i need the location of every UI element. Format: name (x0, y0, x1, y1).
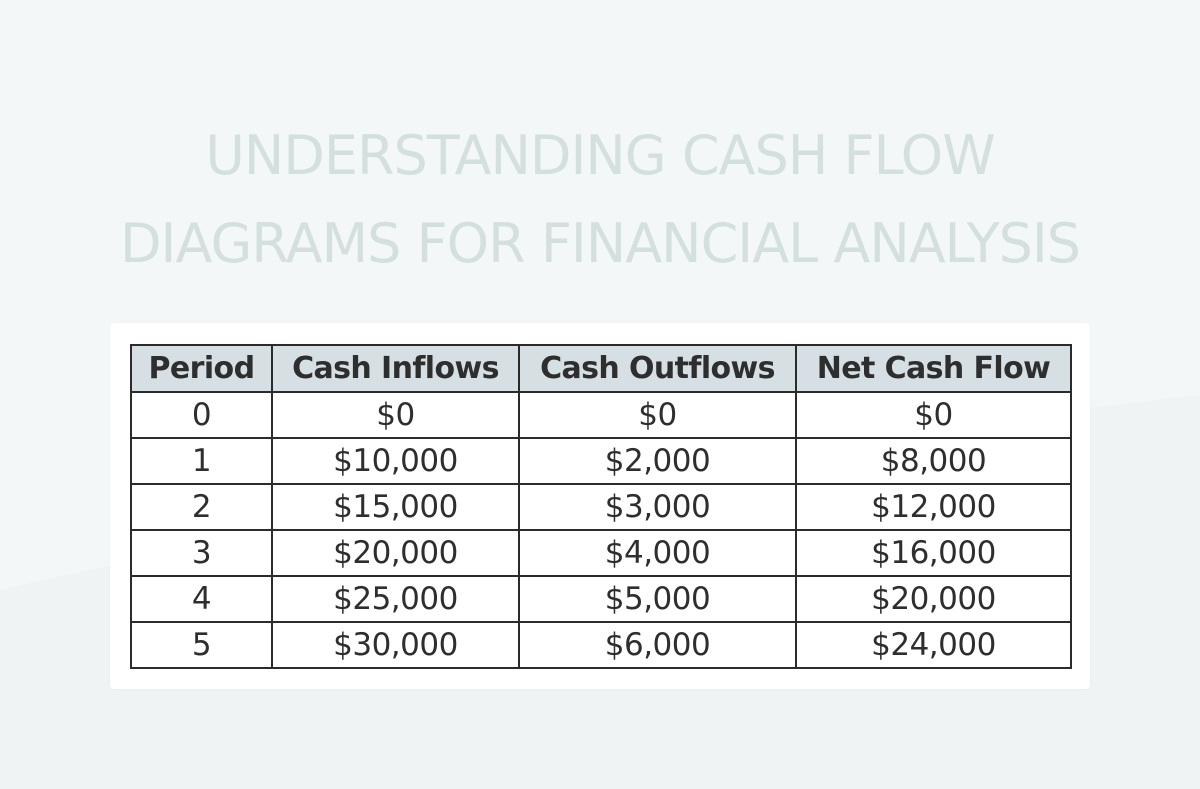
cell-cash-inflows: $20,000 (271, 529, 520, 577)
header-net-cash-flow: Net Cash Flow (795, 344, 1072, 393)
cell-period: 2 (130, 483, 273, 531)
cell-cash-outflows: $4,000 (518, 529, 797, 577)
cell-cash-outflows: $3,000 (518, 483, 797, 531)
table-row: 1 $10,000 $2,000 $8,000 (130, 437, 1072, 485)
table-row: 4 $25,000 $5,000 $20,000 (130, 575, 1072, 623)
table-row: 0 $0 $0 $0 (130, 391, 1072, 439)
cash-flow-table: Period Cash Inflows Cash Outflows Net Ca… (130, 344, 1072, 669)
header-cash-inflows: Cash Inflows (271, 344, 520, 393)
cell-period: 0 (130, 391, 273, 439)
title-line-1: UNDERSTANDING CASH FLOW (205, 124, 995, 187)
cell-cash-inflows: $25,000 (271, 575, 520, 623)
header-period: Period (130, 344, 273, 393)
cell-cash-outflows: $2,000 (518, 437, 797, 485)
cell-net-cash-flow: $20,000 (795, 575, 1072, 623)
cell-cash-inflows: $30,000 (271, 621, 520, 669)
table-row: 2 $15,000 $3,000 $12,000 (130, 483, 1072, 531)
cell-cash-outflows: $5,000 (518, 575, 797, 623)
cell-cash-inflows: $15,000 (271, 483, 520, 531)
cell-period: 4 (130, 575, 273, 623)
cell-period: 5 (130, 621, 273, 669)
table-header-row: Period Cash Inflows Cash Outflows Net Ca… (130, 344, 1072, 393)
title-line-2: DIAGRAMS FOR FINANCIAL ANALYSIS (119, 212, 1081, 275)
cell-period: 1 (130, 437, 273, 485)
cell-net-cash-flow: $0 (795, 391, 1072, 439)
table-row: 3 $20,000 $4,000 $16,000 (130, 529, 1072, 577)
cell-net-cash-flow: $16,000 (795, 529, 1072, 577)
cell-cash-inflows: $10,000 (271, 437, 520, 485)
cell-cash-outflows: $0 (518, 391, 797, 439)
cell-period: 3 (130, 529, 273, 577)
header-cash-outflows: Cash Outflows (518, 344, 797, 393)
cell-net-cash-flow: $24,000 (795, 621, 1072, 669)
cell-net-cash-flow: $8,000 (795, 437, 1072, 485)
cell-cash-inflows: $0 (271, 391, 520, 439)
table-row: 5 $30,000 $6,000 $24,000 (130, 621, 1072, 669)
cell-cash-outflows: $6,000 (518, 621, 797, 669)
page-title: UNDERSTANDING CASH FLOW DIAGRAMS FOR FIN… (0, 112, 1200, 288)
cell-net-cash-flow: $12,000 (795, 483, 1072, 531)
